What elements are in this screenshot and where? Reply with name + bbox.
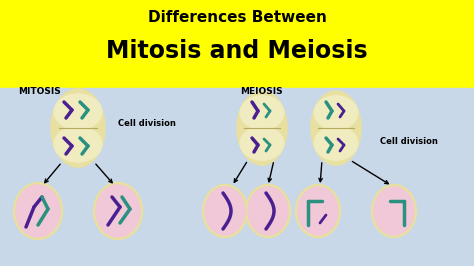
Ellipse shape — [314, 96, 358, 130]
Text: Cell division: Cell division — [118, 118, 176, 127]
Ellipse shape — [51, 89, 105, 167]
Ellipse shape — [54, 94, 102, 130]
Ellipse shape — [240, 96, 284, 130]
Ellipse shape — [202, 185, 247, 238]
Ellipse shape — [16, 185, 60, 237]
Ellipse shape — [237, 91, 287, 165]
Ellipse shape — [372, 185, 417, 238]
Text: MITOSIS: MITOSIS — [18, 87, 61, 96]
Ellipse shape — [205, 187, 245, 235]
Ellipse shape — [54, 126, 102, 162]
Ellipse shape — [93, 182, 143, 239]
Ellipse shape — [295, 185, 340, 238]
Ellipse shape — [311, 91, 361, 165]
Bar — [0, 0, 474, 88]
Text: MEIOSIS: MEIOSIS — [240, 87, 283, 96]
Ellipse shape — [240, 126, 284, 160]
Ellipse shape — [298, 187, 338, 235]
Text: Cell division: Cell division — [380, 136, 438, 146]
Ellipse shape — [13, 182, 63, 239]
Text: Mitosis and Meiosis: Mitosis and Meiosis — [106, 39, 368, 63]
Ellipse shape — [96, 185, 140, 237]
Ellipse shape — [374, 187, 414, 235]
Text: Differences Between: Differences Between — [147, 10, 327, 26]
Ellipse shape — [246, 185, 291, 238]
Ellipse shape — [248, 187, 288, 235]
Bar — [0, 88, 474, 266]
Ellipse shape — [314, 126, 358, 160]
